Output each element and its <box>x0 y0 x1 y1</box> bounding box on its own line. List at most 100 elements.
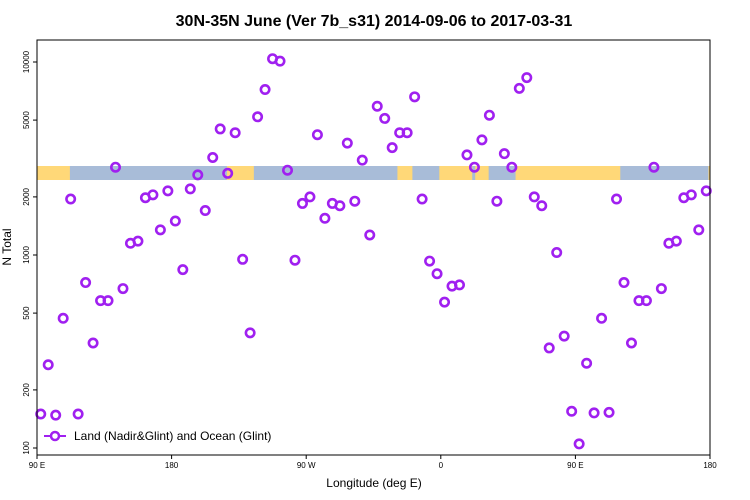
data-point <box>349 195 361 207</box>
y-axis-label: N Total <box>0 228 14 265</box>
y-tick-label: 500 <box>22 306 31 320</box>
data-point <box>87 337 99 349</box>
data-point <box>483 109 495 121</box>
data-point <box>184 183 196 195</box>
data-point <box>431 268 443 280</box>
data-point <box>625 337 637 349</box>
land-segment <box>515 166 621 180</box>
plot-frame <box>36 39 711 456</box>
data-point <box>528 191 540 203</box>
data-point <box>274 55 286 67</box>
data-point <box>57 312 69 324</box>
data-point <box>513 82 525 94</box>
data-point <box>132 235 144 247</box>
land-segment <box>226 166 254 180</box>
data-point <box>603 406 615 418</box>
y-tick-label: 5000 <box>22 111 31 129</box>
data-point <box>498 148 510 160</box>
data-point <box>543 342 555 354</box>
data-point <box>476 134 488 146</box>
data-point <box>177 264 189 276</box>
data-point <box>334 200 346 212</box>
data-point <box>229 127 241 139</box>
data-point <box>461 149 473 161</box>
land-segment <box>708 166 710 180</box>
x-tick-label: 90 E <box>29 461 45 470</box>
data-point <box>491 195 503 207</box>
land-ocean-band <box>37 166 710 180</box>
data-point <box>214 123 226 135</box>
chart-title: 30N-35N June (Ver 7b_s31) 2014-09-06 to … <box>176 13 573 30</box>
data-point <box>364 229 376 241</box>
data-point <box>102 295 114 307</box>
data-point <box>386 142 398 154</box>
data-point <box>296 197 308 209</box>
data-point <box>566 405 578 417</box>
x-tick-label: 90 W <box>297 461 316 470</box>
data-point <box>319 212 331 224</box>
data-point <box>169 215 181 227</box>
data-point <box>670 235 682 247</box>
data-point <box>356 154 368 166</box>
data-point <box>611 193 623 205</box>
data-point <box>244 327 256 339</box>
data-point <box>693 224 705 236</box>
data-point <box>416 193 428 205</box>
data-point <box>640 295 652 307</box>
data-point <box>401 127 413 139</box>
land-segment <box>397 166 413 180</box>
data-point <box>409 91 421 103</box>
y-tick-label: 10000 <box>22 50 31 73</box>
x-tick-label: 180 <box>703 461 717 470</box>
data-point <box>147 189 159 201</box>
data-point <box>252 111 264 123</box>
y-tick-label: 1000 <box>22 246 31 264</box>
data-point <box>506 161 518 173</box>
x-axis-label: Longitude (deg E) <box>326 476 421 490</box>
data-point <box>289 254 301 266</box>
axis-ticks: 90 E 180 90 W 0 90 E 180 100 200 500 1000 2000 5000… <box>22 50 717 470</box>
data-point <box>536 200 548 212</box>
data-point <box>199 205 211 217</box>
data-point <box>117 283 129 295</box>
data-point <box>379 112 391 124</box>
data-point <box>80 277 92 289</box>
data-point <box>259 84 271 96</box>
data-point <box>237 253 249 265</box>
data-point <box>192 169 204 181</box>
data-point <box>573 438 585 450</box>
data-point <box>222 167 234 179</box>
data-point <box>596 312 608 324</box>
data-point <box>72 408 84 420</box>
data-point <box>581 357 593 369</box>
y-tick-label: 2000 <box>22 187 31 205</box>
x-tick-label: 0 <box>439 461 444 470</box>
data-point <box>521 72 533 84</box>
land-segment <box>439 166 473 180</box>
data-point <box>371 100 383 112</box>
data-point <box>42 359 54 371</box>
data-point <box>685 189 697 201</box>
data-point <box>468 161 480 173</box>
x-tick-label: 180 <box>165 461 179 470</box>
data-point <box>282 164 294 176</box>
data-point <box>162 185 174 197</box>
data-point <box>424 255 436 267</box>
data-point <box>439 296 451 308</box>
data-point <box>551 247 563 259</box>
data-point <box>304 191 316 203</box>
data-point <box>154 224 166 236</box>
legend-marker <box>49 430 61 442</box>
data-point <box>618 277 630 289</box>
data-point <box>648 161 660 173</box>
data-point <box>207 152 219 164</box>
data-point <box>65 193 77 205</box>
data-point <box>588 407 600 419</box>
data-point <box>655 283 667 295</box>
data-point <box>558 330 570 342</box>
y-tick-label: 100 <box>22 441 31 455</box>
data-point <box>110 161 122 173</box>
legend-entry-label: Land (Nadir&Glint) and Ocean (Glint) <box>74 429 271 443</box>
